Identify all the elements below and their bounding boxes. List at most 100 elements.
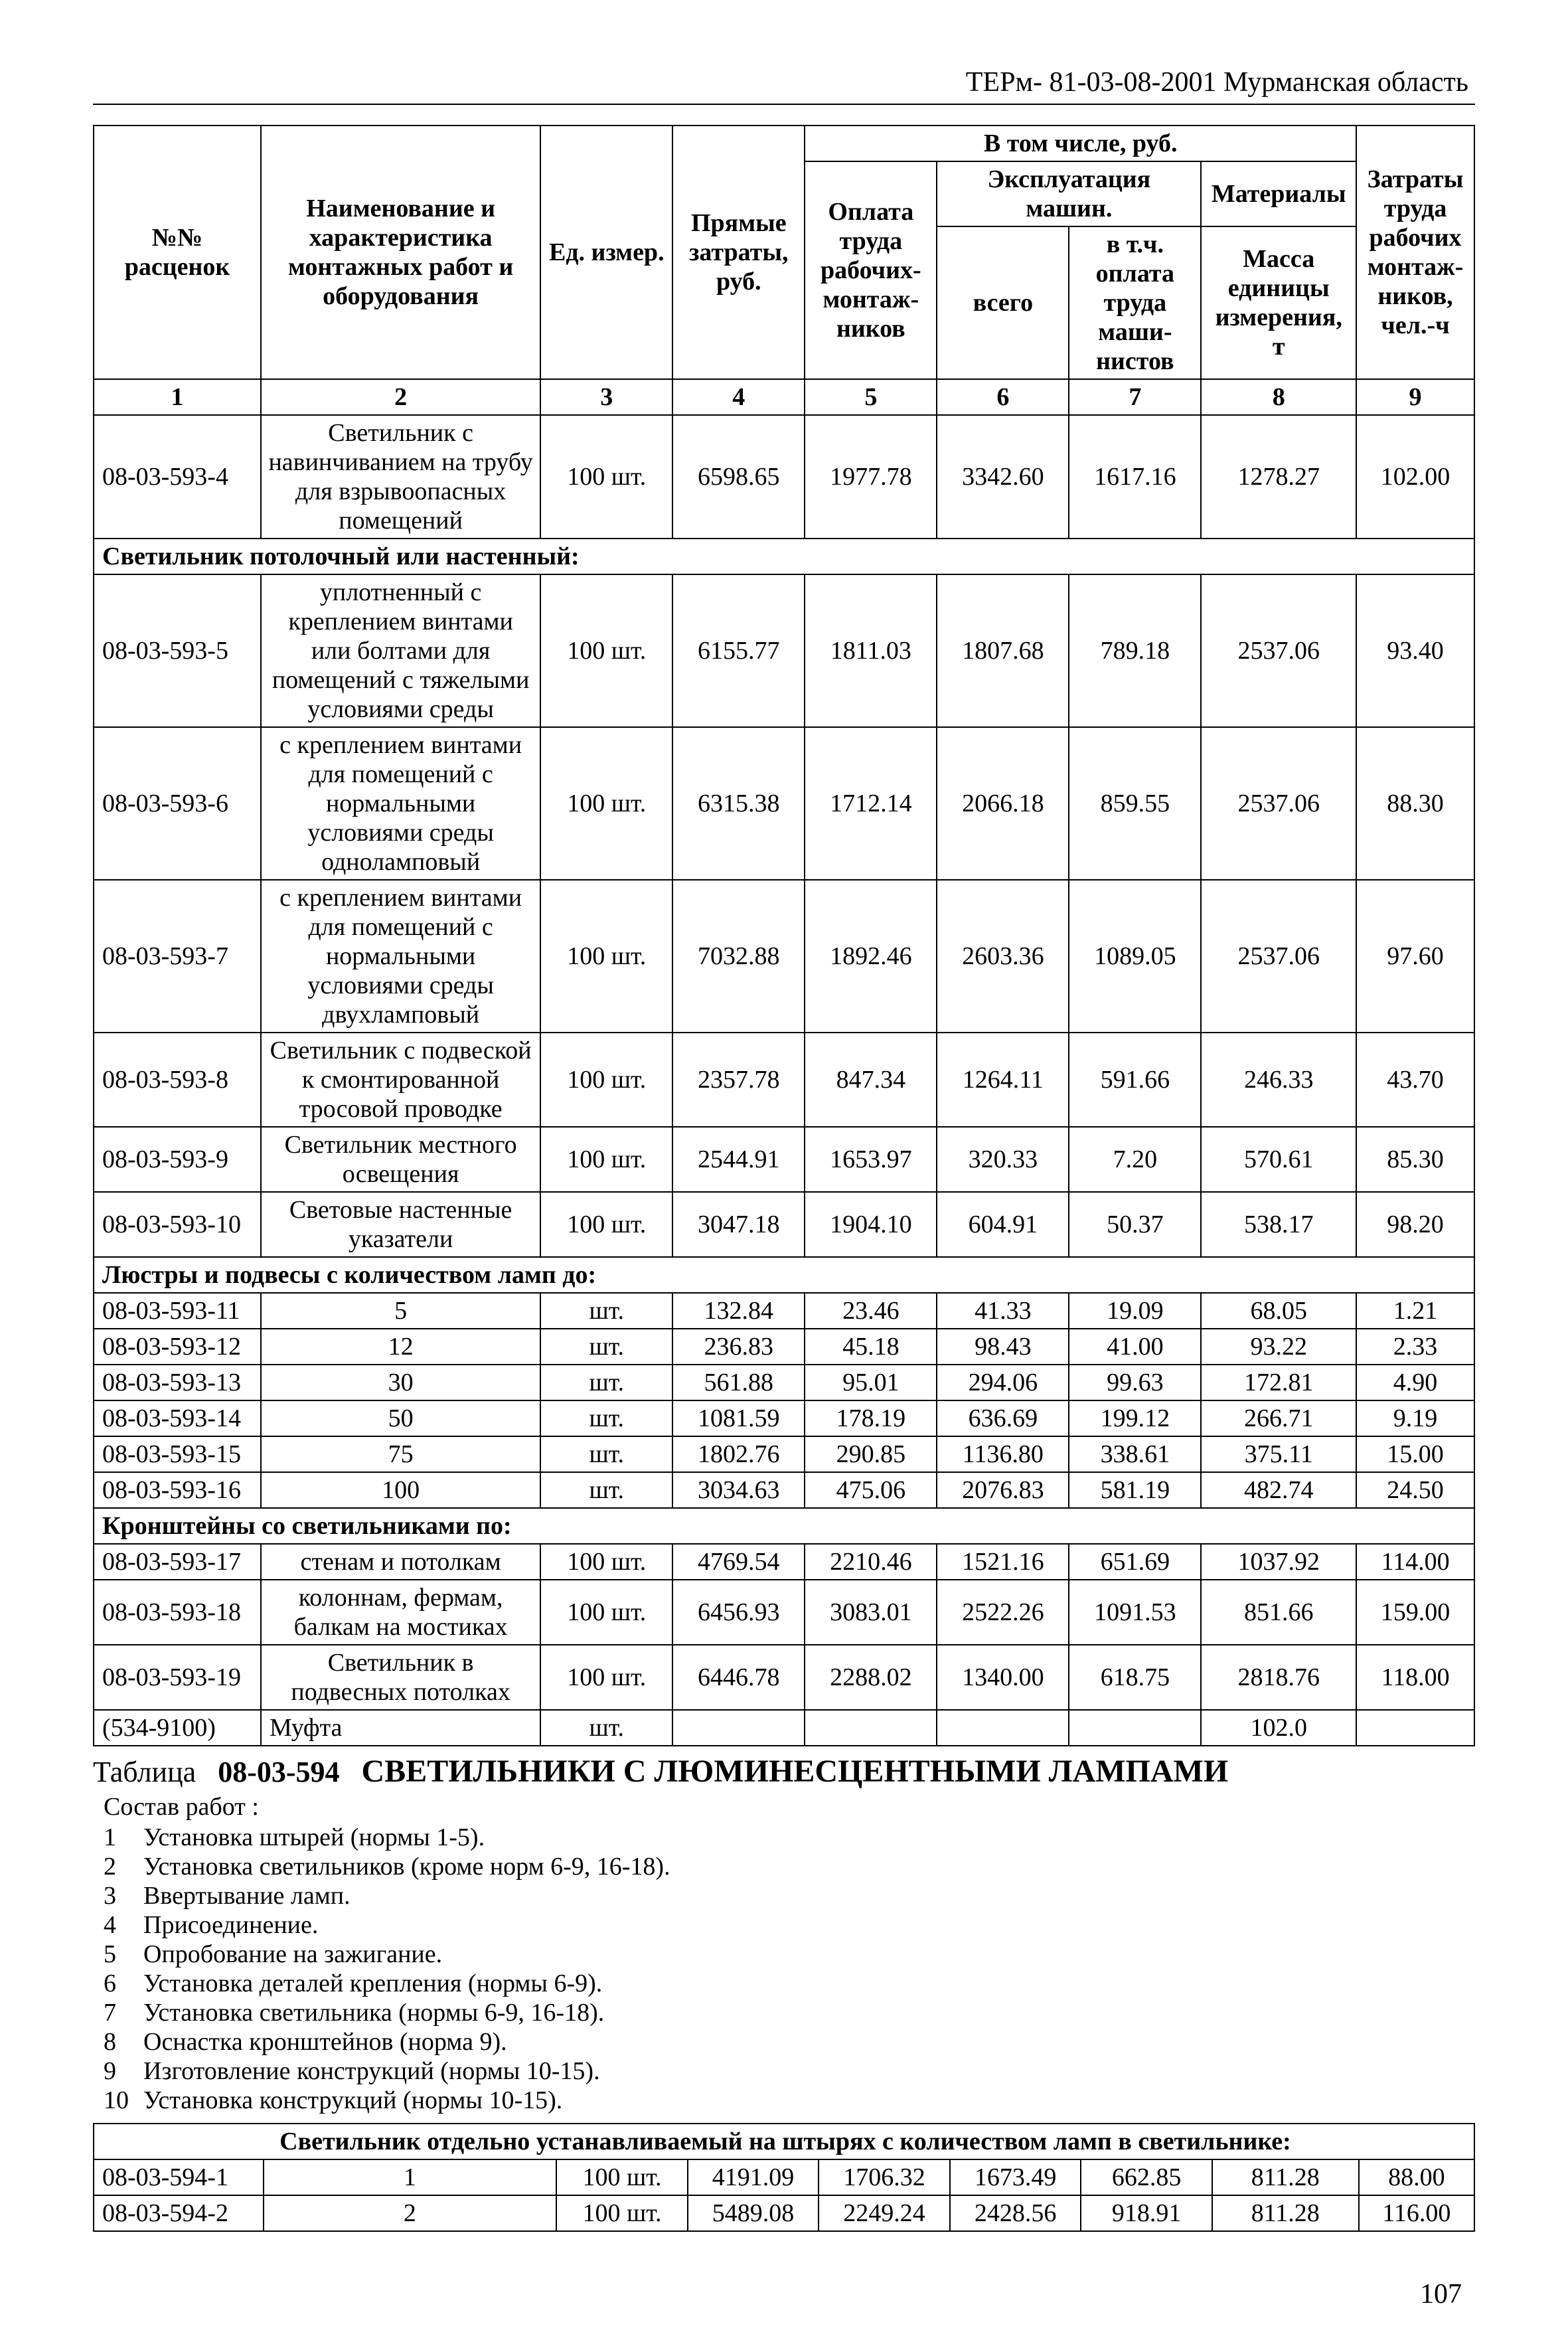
group-header: Кронштейны со светильниками по: <box>94 1508 1474 1544</box>
table-body: 08-03-593-4Светильник с навинчиванием на… <box>94 415 1474 1746</box>
cell-c7: 918.91 <box>1081 2195 1212 2231</box>
works-item-number: 7 <box>104 1998 143 2027</box>
cell-unit: шт. <box>540 1710 672 1746</box>
cell-c8: 2537.06 <box>1201 880 1356 1033</box>
table-row: Люстры и подвесы с количеством ламп до: <box>94 1257 1474 1293</box>
cell-c5: 178.19 <box>805 1400 937 1436</box>
cell-unit: 100 шт. <box>540 415 672 539</box>
page: ТЕРм- 81-03-08-2001 Мурманская область №… <box>0 0 1568 2350</box>
th-text: расценок <box>125 253 230 281</box>
cell-c4 <box>672 1710 805 1746</box>
cell-name: Светильник с подвеской к смонтированной … <box>261 1033 540 1127</box>
works-item: 5Опробование на зажигание. <box>104 1940 1475 1969</box>
column-numbers-row: 1 2 3 4 5 6 7 8 9 <box>94 379 1474 415</box>
colnum: 5 <box>805 379 937 415</box>
cell-c6: 1521.16 <box>937 1544 1069 1580</box>
cell-unit: шт. <box>540 1365 672 1400</box>
works-item-number: 6 <box>104 1969 143 1998</box>
cell-name: Светильник местного освещения <box>261 1127 540 1192</box>
cell-name: стенам и потолкам <box>261 1544 540 1580</box>
cell-c4: 561.88 <box>672 1365 805 1400</box>
cell-name: 12 <box>261 1329 540 1365</box>
document-header: ТЕРм- 81-03-08-2001 Мурманская область <box>93 66 1475 105</box>
cell-unit: 100 шт. <box>540 574 672 727</box>
works-label: Состав работ : <box>104 1792 1475 1821</box>
cell-c4: 7032.88 <box>672 880 805 1033</box>
rates-table: №№ расценок Наименование и характеристик… <box>93 125 1475 1746</box>
colnum: 4 <box>672 379 805 415</box>
table-row: (534-9100)Муфташт.102.0 <box>94 1710 1474 1746</box>
cell-c6: 1673.49 <box>950 2159 1081 2195</box>
cell-c7: 591.66 <box>1069 1033 1201 1127</box>
cell-c9: 4.90 <box>1356 1365 1474 1400</box>
cell-c6: 2066.18 <box>937 727 1069 880</box>
cell-c8: 538.17 <box>1201 1192 1356 1257</box>
th-text: труда рабочих-монтаж-ников <box>821 227 921 343</box>
works-item-text: Присоединение. <box>143 1910 318 1940</box>
cell-c4: 132.84 <box>672 1293 805 1329</box>
cell-c5: 2249.24 <box>819 2195 950 2231</box>
cell-c9: 43.70 <box>1356 1033 1474 1127</box>
works-item-number: 5 <box>104 1940 143 1969</box>
cell-unit: шт. <box>540 1329 672 1365</box>
cell-code: 08-03-593-10 <box>94 1192 261 1257</box>
table-row: 08-03-593-7с креплением винтами для поме… <box>94 880 1474 1033</box>
table-row: Светильник потолочный или настенный: <box>94 539 1474 574</box>
cell-c4: 1081.59 <box>672 1400 805 1436</box>
table-row: 08-03-593-8Светильник с подвеской к смон… <box>94 1033 1474 1127</box>
cell-c6: 1807.68 <box>937 574 1069 727</box>
works-item: 9Изготовление конструкций (нормы 10-15). <box>104 2056 1475 2086</box>
cell-unit: 100 шт. <box>540 727 672 880</box>
works-item-text: Опробование на зажигание. <box>143 1940 442 1969</box>
cell-c7: 662.85 <box>1081 2159 1212 2195</box>
table-row: 08-03-593-1212шт.236.8345.1898.4341.0093… <box>94 1329 1474 1365</box>
table-label: Таблица <box>93 1756 196 1788</box>
cell-c5: 1811.03 <box>805 574 937 727</box>
th-text: №№ <box>152 224 202 252</box>
col-header-mass: Масса единицы измерения, т <box>1201 226 1356 379</box>
cell-c7: 789.18 <box>1069 574 1201 727</box>
works-item-number: 1 <box>104 1823 143 1852</box>
cell-c9: 118.00 <box>1356 1645 1474 1710</box>
cell-name: с креплением винтами для помещений с нор… <box>261 880 540 1033</box>
table-row: 08-03-593-17стенам и потолкам100 шт.4769… <box>94 1544 1474 1580</box>
cell-c9: 15.00 <box>1356 1436 1474 1472</box>
cell-c9: 88.30 <box>1356 727 1474 880</box>
table-row: 08-03-593-1330шт.561.8895.01294.0699.631… <box>94 1365 1474 1400</box>
cell-c8: 93.22 <box>1201 1329 1356 1365</box>
works-item-text: Оснастка кронштейнов (норма 9). <box>143 2027 507 2056</box>
cell-c5: 2288.02 <box>805 1645 937 1710</box>
table-row: 08-03-593-16100шт.3034.63475.062076.8358… <box>94 1472 1474 1508</box>
col-header-code: №№ расценок <box>94 126 261 379</box>
table-row: 08-03-593-1575шт.1802.76290.851136.80338… <box>94 1436 1474 1472</box>
works-item: 3Ввертывание ламп. <box>104 1881 1475 1910</box>
cell-unit: 100 шт. <box>540 1033 672 1127</box>
col-header-machines: Эксплуатация машин. <box>937 161 1201 226</box>
cell-code: 08-03-594-1 <box>94 2159 264 2195</box>
cell-c9: 85.30 <box>1356 1127 1474 1192</box>
cell-code: 08-03-593-18 <box>94 1580 261 1645</box>
works-item-text: Установка светильника (нормы 6-9, 16-18)… <box>143 1998 604 2027</box>
col-header-direct: Прямые затраты, руб. <box>672 126 805 379</box>
cell-code: 08-03-593-19 <box>94 1645 261 1710</box>
cell-c7: 859.55 <box>1069 727 1201 880</box>
works-item: 4Присоединение. <box>104 1910 1475 1940</box>
table-row: Кронштейны со светильниками по: <box>94 1508 1474 1544</box>
cell-c8: 68.05 <box>1201 1293 1356 1329</box>
cell-c6: 1136.80 <box>937 1436 1069 1472</box>
cell-unit: 100 шт. <box>540 1127 672 1192</box>
works-item: 2Установка светильников (кроме норм 6-9,… <box>104 1852 1475 1881</box>
cell-c7: 99.63 <box>1069 1365 1201 1400</box>
cell-unit: 100 шт. <box>540 1645 672 1710</box>
cell-c9: 1.21 <box>1356 1293 1474 1329</box>
page-number: 107 <box>93 2278 1475 2310</box>
works-item: 1Установка штырей (нормы 1-5). <box>104 1823 1475 1852</box>
table-row: 08-03-594-11100 шт.4191.091706.321673.49… <box>94 2159 1474 2195</box>
cell-c7: 19.09 <box>1069 1293 1201 1329</box>
cell-code: 08-03-593-13 <box>94 1365 261 1400</box>
table-head: №№ расценок Наименование и характеристик… <box>94 126 1474 415</box>
cell-c7: 338.61 <box>1069 1436 1201 1472</box>
works-list: Состав работ : 1Установка штырей (нормы … <box>104 1792 1475 2115</box>
cell-c6: 1264.11 <box>937 1033 1069 1127</box>
cell-c4: 2357.78 <box>672 1033 805 1127</box>
